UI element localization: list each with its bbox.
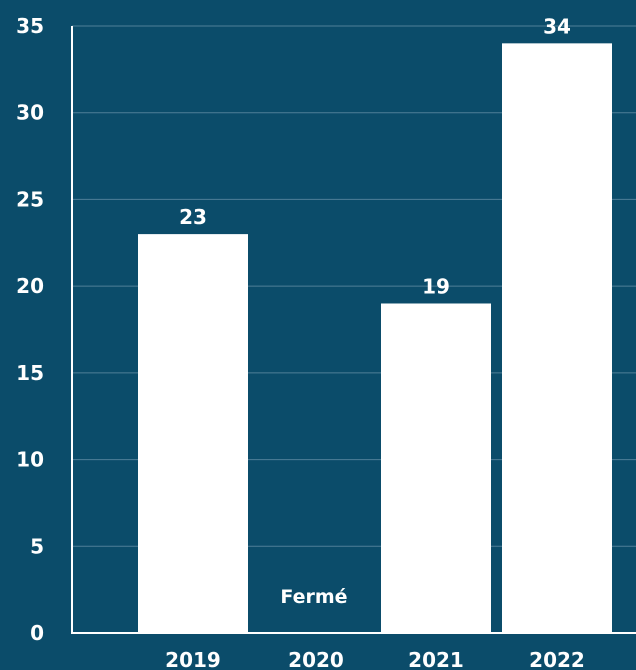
- x-tick-label: 2020: [288, 648, 344, 670]
- bar-2021: [381, 303, 491, 633]
- data-label: 34: [543, 14, 571, 38]
- x-tick-label: 2022: [529, 648, 585, 670]
- bar-layer: [138, 43, 612, 634]
- label-layer: 0 5 10 15 20 25 30 35 23 2019 2020 19 2021 34 2022 Ferm…: [16, 14, 585, 670]
- y-tick-label: 10: [16, 448, 44, 472]
- x-tick-label: 2019: [165, 648, 221, 670]
- y-tick-label: 5: [30, 534, 44, 558]
- axis-layer: [71, 26, 636, 634]
- y-tick-label: 20: [16, 274, 44, 298]
- y-tick-label: 30: [16, 101, 44, 125]
- y-tick-label: 0: [30, 621, 44, 645]
- x-tick-label: 2021: [408, 648, 464, 670]
- data-label: 19: [422, 274, 450, 298]
- bar-2022: [502, 43, 612, 634]
- y-tick-label: 25: [16, 187, 44, 211]
- y-tick-label: 35: [16, 14, 44, 38]
- bar-2019: [138, 234, 248, 633]
- annotation-label: Fermé: [280, 586, 347, 608]
- data-label: 23: [179, 205, 207, 229]
- y-tick-label: 15: [16, 361, 44, 385]
